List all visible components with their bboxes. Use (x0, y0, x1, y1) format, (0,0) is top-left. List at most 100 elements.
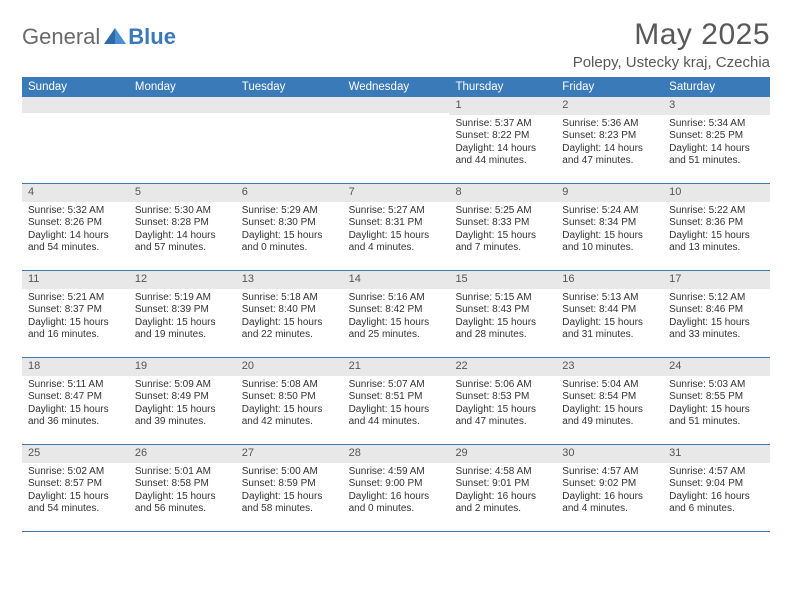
day-number: 11 (22, 271, 129, 289)
daylight-text-2: and 33 minutes. (669, 329, 764, 342)
sunset-text: Sunset: 8:57 PM (28, 478, 123, 491)
day-body: Sunrise: 5:02 AMSunset: 8:57 PMDaylight:… (22, 463, 129, 520)
daylight-text-2: and 36 minutes. (28, 416, 123, 429)
sunrise-text: Sunrise: 5:03 AM (669, 379, 764, 392)
sunrise-text: Sunrise: 5:37 AM (455, 118, 550, 131)
day-body: Sunrise: 5:07 AMSunset: 8:51 PMDaylight:… (343, 376, 450, 433)
day-cell: 28Sunrise: 4:59 AMSunset: 9:00 PMDayligh… (343, 445, 450, 531)
daylight-text-2: and 16 minutes. (28, 329, 123, 342)
daylight-text-1: Daylight: 14 hours (669, 143, 764, 156)
daylight-text-1: Daylight: 15 hours (455, 230, 550, 243)
sunset-text: Sunset: 8:58 PM (135, 478, 230, 491)
sunrise-text: Sunrise: 5:04 AM (562, 379, 657, 392)
day-cell: 19Sunrise: 5:09 AMSunset: 8:49 PMDayligh… (129, 358, 236, 444)
day-cell: 4Sunrise: 5:32 AMSunset: 8:26 PMDaylight… (22, 184, 129, 270)
daylight-text-2: and 54 minutes. (28, 242, 123, 255)
day-cell: 26Sunrise: 5:01 AMSunset: 8:58 PMDayligh… (129, 445, 236, 531)
sunrise-text: Sunrise: 4:58 AM (455, 466, 550, 479)
sunrise-text: Sunrise: 5:13 AM (562, 292, 657, 305)
sunrise-text: Sunrise: 5:18 AM (242, 292, 337, 305)
daylight-text-1: Daylight: 16 hours (562, 491, 657, 504)
day-cell: 8Sunrise: 5:25 AMSunset: 8:33 PMDaylight… (449, 184, 556, 270)
sunrise-text: Sunrise: 5:24 AM (562, 205, 657, 218)
daylight-text-1: Daylight: 16 hours (349, 491, 444, 504)
daylight-text-1: Daylight: 15 hours (455, 404, 550, 417)
daylight-text-1: Daylight: 14 hours (562, 143, 657, 156)
daylight-text-1: Daylight: 15 hours (242, 317, 337, 330)
day-cell: 17Sunrise: 5:12 AMSunset: 8:46 PMDayligh… (663, 271, 770, 357)
day-number: 31 (663, 445, 770, 463)
sunset-text: Sunset: 8:59 PM (242, 478, 337, 491)
day-cell: 22Sunrise: 5:06 AMSunset: 8:53 PMDayligh… (449, 358, 556, 444)
sunset-text: Sunset: 8:40 PM (242, 304, 337, 317)
weekday-header: Monday (129, 77, 236, 97)
day-body: Sunrise: 4:58 AMSunset: 9:01 PMDaylight:… (449, 463, 556, 520)
day-number: 4 (22, 184, 129, 202)
day-cell: 7Sunrise: 5:27 AMSunset: 8:31 PMDaylight… (343, 184, 450, 270)
day-body: Sunrise: 5:16 AMSunset: 8:42 PMDaylight:… (343, 289, 450, 346)
day-cell (343, 97, 450, 183)
day-number: 3 (663, 97, 770, 115)
day-number: 7 (343, 184, 450, 202)
day-body: Sunrise: 5:36 AMSunset: 8:23 PMDaylight:… (556, 115, 663, 172)
daylight-text-2: and 6 minutes. (669, 503, 764, 516)
daylight-text-2: and 2 minutes. (455, 503, 550, 516)
daylight-text-1: Daylight: 15 hours (135, 317, 230, 330)
day-body: Sunrise: 5:15 AMSunset: 8:43 PMDaylight:… (449, 289, 556, 346)
day-body: Sunrise: 5:12 AMSunset: 8:46 PMDaylight:… (663, 289, 770, 346)
daylight-text-2: and 42 minutes. (242, 416, 337, 429)
daylight-text-2: and 13 minutes. (669, 242, 764, 255)
daylight-text-2: and 10 minutes. (562, 242, 657, 255)
brand-part1: General (22, 24, 100, 50)
daylight-text-2: and 19 minutes. (135, 329, 230, 342)
weekday-header: Saturday (663, 77, 770, 97)
daylight-text-1: Daylight: 16 hours (455, 491, 550, 504)
day-body: Sunrise: 4:59 AMSunset: 9:00 PMDaylight:… (343, 463, 450, 520)
sunset-text: Sunset: 9:02 PM (562, 478, 657, 491)
sunset-text: Sunset: 8:44 PM (562, 304, 657, 317)
day-number: 26 (129, 445, 236, 463)
day-body: Sunrise: 4:57 AMSunset: 9:04 PMDaylight:… (663, 463, 770, 520)
daylight-text-2: and 44 minutes. (455, 155, 550, 168)
daylight-text-1: Daylight: 15 hours (669, 230, 764, 243)
day-cell: 20Sunrise: 5:08 AMSunset: 8:50 PMDayligh… (236, 358, 343, 444)
daylight-text-1: Daylight: 15 hours (242, 491, 337, 504)
day-number: 13 (236, 271, 343, 289)
day-body: Sunrise: 5:37 AMSunset: 8:22 PMDaylight:… (449, 115, 556, 172)
sunrise-text: Sunrise: 5:32 AM (28, 205, 123, 218)
day-number: 21 (343, 358, 450, 376)
week-row: 25Sunrise: 5:02 AMSunset: 8:57 PMDayligh… (22, 445, 770, 532)
day-number: 28 (343, 445, 450, 463)
sunset-text: Sunset: 8:47 PM (28, 391, 123, 404)
weeks-container: 1Sunrise: 5:37 AMSunset: 8:22 PMDaylight… (22, 97, 770, 532)
day-number: 9 (556, 184, 663, 202)
sunset-text: Sunset: 8:26 PM (28, 217, 123, 230)
daylight-text-1: Daylight: 14 hours (455, 143, 550, 156)
day-number: 10 (663, 184, 770, 202)
sunrise-text: Sunrise: 5:29 AM (242, 205, 337, 218)
sunrise-text: Sunrise: 5:15 AM (455, 292, 550, 305)
daylight-text-2: and 39 minutes. (135, 416, 230, 429)
sunset-text: Sunset: 8:39 PM (135, 304, 230, 317)
daylight-text-1: Daylight: 15 hours (562, 317, 657, 330)
sunrise-text: Sunrise: 5:30 AM (135, 205, 230, 218)
day-cell: 29Sunrise: 4:58 AMSunset: 9:01 PMDayligh… (449, 445, 556, 531)
day-cell: 2Sunrise: 5:36 AMSunset: 8:23 PMDaylight… (556, 97, 663, 183)
day-cell: 6Sunrise: 5:29 AMSunset: 8:30 PMDaylight… (236, 184, 343, 270)
day-body: Sunrise: 5:04 AMSunset: 8:54 PMDaylight:… (556, 376, 663, 433)
sunset-text: Sunset: 8:55 PM (669, 391, 764, 404)
sunrise-text: Sunrise: 5:07 AM (349, 379, 444, 392)
sunset-text: Sunset: 8:51 PM (349, 391, 444, 404)
sunrise-text: Sunrise: 5:06 AM (455, 379, 550, 392)
day-body: Sunrise: 5:29 AMSunset: 8:30 PMDaylight:… (236, 202, 343, 259)
sunset-text: Sunset: 8:49 PM (135, 391, 230, 404)
daylight-text-1: Daylight: 15 hours (349, 230, 444, 243)
day-number: 15 (449, 271, 556, 289)
sunset-text: Sunset: 8:28 PM (135, 217, 230, 230)
day-number: 27 (236, 445, 343, 463)
daylight-text-1: Daylight: 15 hours (562, 404, 657, 417)
day-cell: 12Sunrise: 5:19 AMSunset: 8:39 PMDayligh… (129, 271, 236, 357)
day-cell: 30Sunrise: 4:57 AMSunset: 9:02 PMDayligh… (556, 445, 663, 531)
sunrise-text: Sunrise: 4:59 AM (349, 466, 444, 479)
day-body (343, 113, 450, 120)
